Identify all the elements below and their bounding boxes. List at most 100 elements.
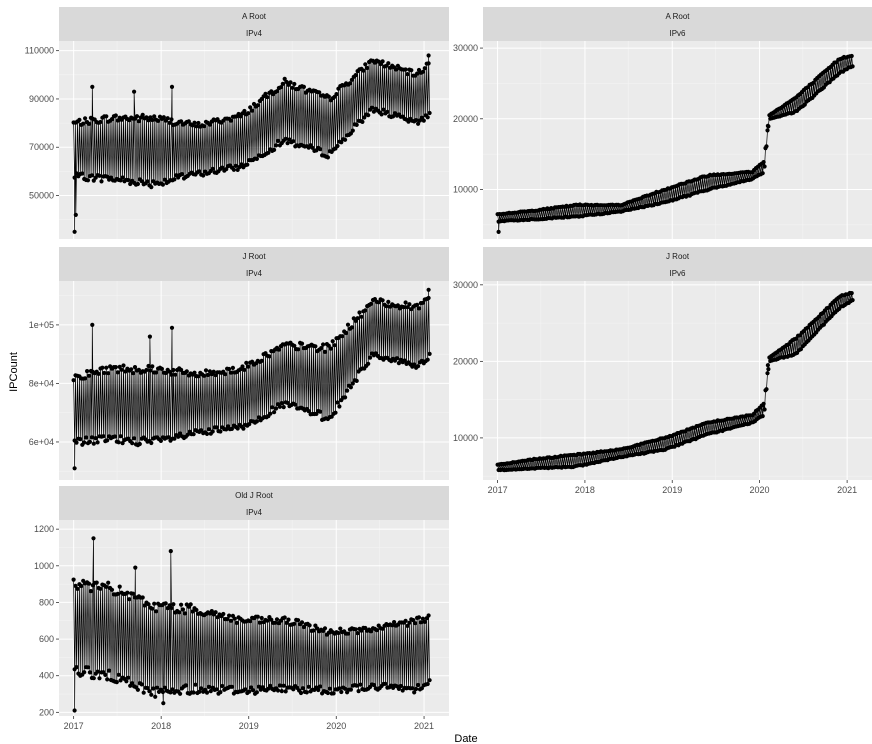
- data-point: [396, 361, 401, 366]
- data-point: [218, 429, 223, 434]
- x-tick-label: 2020: [326, 721, 346, 731]
- data-point: [416, 364, 421, 369]
- data-point: [125, 590, 130, 595]
- panel-background: [483, 281, 872, 480]
- x-tick-label: 2021: [837, 485, 857, 495]
- data-point: [348, 687, 353, 692]
- data-point: [97, 173, 102, 178]
- data-point: [340, 334, 345, 339]
- data-point: [318, 409, 323, 414]
- data-point: [113, 113, 118, 118]
- data-point: [425, 115, 430, 120]
- data-point: [347, 81, 352, 86]
- data-point: [416, 615, 422, 620]
- data-point: [179, 602, 184, 607]
- data-point: [168, 549, 173, 554]
- data-point: [246, 364, 251, 369]
- data-point: [224, 167, 229, 172]
- data-point: [420, 300, 425, 305]
- strip-bottom-bg: [59, 24, 449, 41]
- data-point: [90, 322, 95, 327]
- panel-j-root-ipv6: J Root IPv6 10000 20000 30000 2017 2018 2019 202…: [453, 247, 872, 495]
- series-points: [71, 287, 432, 471]
- data-point: [248, 105, 253, 110]
- data-point: [355, 631, 360, 636]
- data-point: [394, 356, 400, 361]
- data-point: [327, 686, 332, 691]
- data-point: [192, 370, 197, 375]
- data-point: [328, 346, 333, 351]
- data-point: [409, 68, 414, 73]
- data-point: [158, 438, 163, 443]
- y-tick-label: 110000: [25, 46, 54, 56]
- data-point: [245, 162, 250, 167]
- data-point: [208, 689, 213, 694]
- data-point: [335, 143, 340, 149]
- data-point: [97, 676, 102, 681]
- data-point: [405, 305, 410, 310]
- data-point: [338, 626, 343, 631]
- data-point: [255, 614, 260, 619]
- data-point: [416, 682, 421, 688]
- y-tick-label: 10000: [453, 185, 478, 195]
- data-point: [141, 690, 146, 695]
- data-point: [229, 684, 234, 689]
- data-point: [71, 577, 76, 582]
- data-point: [238, 114, 243, 119]
- x-tick-label: 2017: [64, 721, 84, 731]
- data-point: [186, 119, 191, 124]
- data-point: [135, 687, 140, 692]
- data-point: [274, 406, 279, 411]
- data-point: [192, 120, 197, 125]
- data-point: [147, 334, 152, 339]
- data-point: [144, 367, 149, 373]
- data-point: [173, 372, 178, 377]
- data-point: [227, 366, 232, 372]
- data-point: [85, 665, 91, 670]
- data-point: [91, 676, 96, 681]
- data-point: [344, 330, 349, 336]
- data-point: [128, 181, 133, 187]
- data-point: [339, 689, 344, 695]
- data-point: [127, 597, 132, 602]
- data-point: [415, 302, 420, 307]
- strip-bottom-bg: [483, 264, 872, 281]
- data-point: [284, 620, 289, 626]
- data-point: [75, 586, 80, 592]
- strip-bottom-bg: [483, 24, 872, 41]
- data-point: [250, 108, 255, 113]
- data-point: [325, 155, 330, 160]
- data-point: [194, 607, 199, 613]
- data-point: [86, 121, 92, 126]
- data-point: [266, 150, 271, 155]
- data-point: [310, 145, 315, 150]
- x-tick-label: 2018: [575, 485, 595, 495]
- data-point: [81, 121, 86, 126]
- data-point: [254, 156, 259, 161]
- data-point: [220, 683, 225, 689]
- data-point: [131, 591, 136, 596]
- data-point: [154, 609, 159, 614]
- data-point: [196, 374, 201, 379]
- data-point: [354, 122, 359, 127]
- data-point: [426, 295, 431, 301]
- data-point: [350, 128, 355, 133]
- data-point: [407, 302, 412, 307]
- y-tick-label: 50000: [29, 191, 54, 201]
- data-point: [104, 114, 109, 119]
- data-point: [140, 112, 145, 117]
- data-point: [163, 601, 168, 606]
- data-point: [170, 687, 175, 692]
- strip-bottom-bg: [59, 264, 449, 281]
- data-point: [145, 685, 150, 691]
- data-point: [85, 369, 90, 374]
- strip-top-label: A Root: [665, 12, 690, 21]
- data-point: [134, 114, 140, 119]
- data-point: [331, 691, 336, 696]
- strip-bottom-label: IPv6: [669, 269, 686, 278]
- data-point: [204, 431, 210, 436]
- data-point: [330, 339, 335, 344]
- data-point: [274, 143, 279, 148]
- data-point: [118, 434, 123, 439]
- y-tick-label: 90000: [29, 94, 54, 104]
